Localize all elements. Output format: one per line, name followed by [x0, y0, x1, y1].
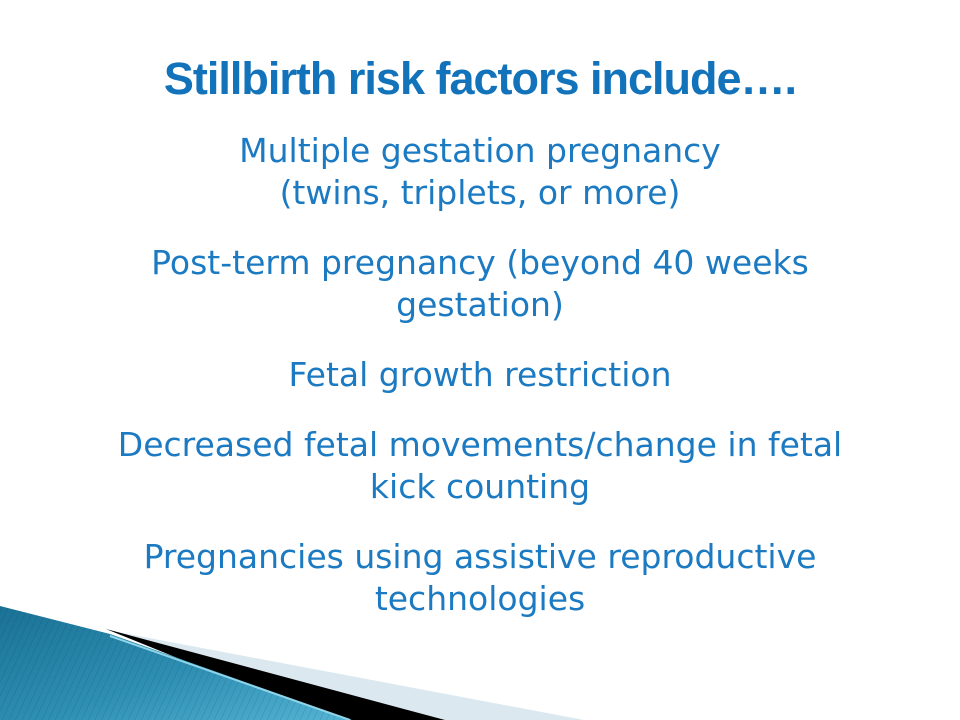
bullet-line: Post-term pregnancy (beyond 40 weeks [151, 243, 809, 282]
bullet-paragraph: Pregnancies using assistive reproductive… [0, 536, 960, 620]
bullet-line: Pregnancies using assistive reproductive [143, 537, 817, 576]
bullet-line: Decreased fetal movements/change in feta… [117, 425, 843, 464]
bullet-line: Fetal growth restriction [288, 355, 672, 394]
bullet-paragraph: Fetal growth restriction [0, 354, 960, 396]
bullet-line: kick counting [369, 467, 591, 506]
bullet-paragraph: Post-term pregnancy (beyond 40 weeks ges… [0, 242, 960, 326]
bullet-line: gestation) [396, 285, 564, 324]
bullet-line: Multiple gestation pregnancy [239, 131, 721, 170]
bullet-line: technologies [374, 579, 586, 618]
slide-title: Stillbirth risk factors include…. [163, 53, 797, 104]
bullet-paragraph: Decreased fetal movements/change in feta… [0, 424, 960, 508]
bullet-line: (twins, triplets, or more) [279, 173, 681, 212]
bullet-paragraph: Multiple gestation pregnancy (twins, tri… [0, 130, 960, 214]
